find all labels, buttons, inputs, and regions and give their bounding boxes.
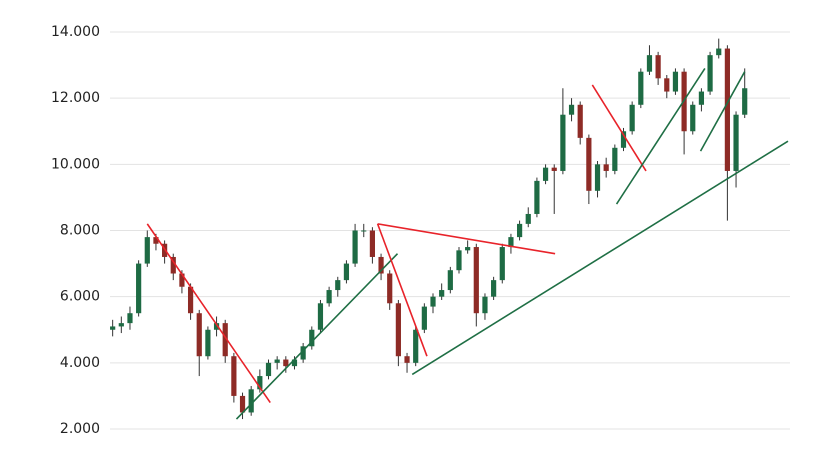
candle-body [664,78,670,92]
trendline [146,223,271,403]
candle-body [629,104,635,132]
candle-body [716,48,722,56]
candle-body [516,223,523,238]
candle-body [465,247,471,251]
candle-body [231,356,237,396]
trendline [235,253,399,420]
candle-body [395,303,401,357]
y-tick-label: 14.000 [51,24,100,40]
candle-body [724,48,730,171]
y-tick-label: 10.000 [51,156,100,172]
candle-body [265,362,272,377]
candle-body [698,91,705,105]
candle-body [672,71,679,92]
candle-body [482,296,488,314]
candle-body [369,230,376,257]
candle-body [326,290,332,304]
candle-body [239,395,246,413]
candle-body [551,167,557,171]
candle-body [335,280,341,291]
y-tick-label: 8.000 [60,223,100,239]
candle-body [309,329,315,347]
candle-body [439,290,445,297]
candle-body [560,114,566,171]
y-tick-label: 12.000 [51,90,100,106]
trendline [411,140,789,376]
candle-body [387,273,393,304]
candle-body [742,88,748,115]
trendline [615,67,706,205]
candle-body [568,104,575,115]
candle-body [603,164,609,171]
candle-body [352,230,358,264]
candle-body [222,323,228,357]
candle-body [361,230,367,232]
candle-body [413,329,419,363]
candle-body [257,376,263,390]
y-tick-label: 6.000 [60,289,100,305]
candle-body [404,356,410,363]
candle-body [508,237,514,248]
trendline [591,84,647,172]
candle-body [612,147,618,171]
candle-body [118,323,124,327]
candle-body [127,313,133,324]
candle-body [499,247,505,281]
candle-body [274,359,280,363]
candle-body [620,131,627,148]
candle-body [248,389,254,413]
candle-body [136,263,142,314]
candle-body [473,247,479,314]
candle-body [343,263,350,281]
trendline [377,223,556,255]
candle-body [707,55,713,92]
candle-body [213,323,220,330]
candle-body [655,55,661,79]
candle-body [300,346,306,360]
candle-body [110,326,116,330]
candle-body [430,296,436,307]
candle-body [491,280,497,297]
candle-body [594,164,601,191]
candle-body [317,303,324,330]
candle-body [646,55,653,72]
trendline [376,223,428,357]
candle-body [534,180,540,214]
candle-body [205,329,211,357]
candle-body [153,237,159,244]
candle-body [291,359,298,367]
candle-body [733,114,739,171]
candle-body [525,213,531,224]
candle-body [638,71,644,105]
candle-body [577,104,583,138]
candle-body [144,237,150,264]
candle-body [196,313,202,357]
trendline [699,71,746,152]
candle-body [378,256,384,274]
candle-body [586,137,592,191]
candle-body [456,250,462,271]
candle-body [179,273,185,287]
candle-body [170,256,176,274]
candle-body [187,286,194,314]
y-tick-label: 2.000 [60,421,100,437]
candle-body [283,359,289,367]
candle-body [542,167,549,181]
y-tick-label: 4.000 [60,355,100,371]
candle-body [690,104,696,132]
candle-body [447,270,453,291]
candle-body [421,306,427,330]
